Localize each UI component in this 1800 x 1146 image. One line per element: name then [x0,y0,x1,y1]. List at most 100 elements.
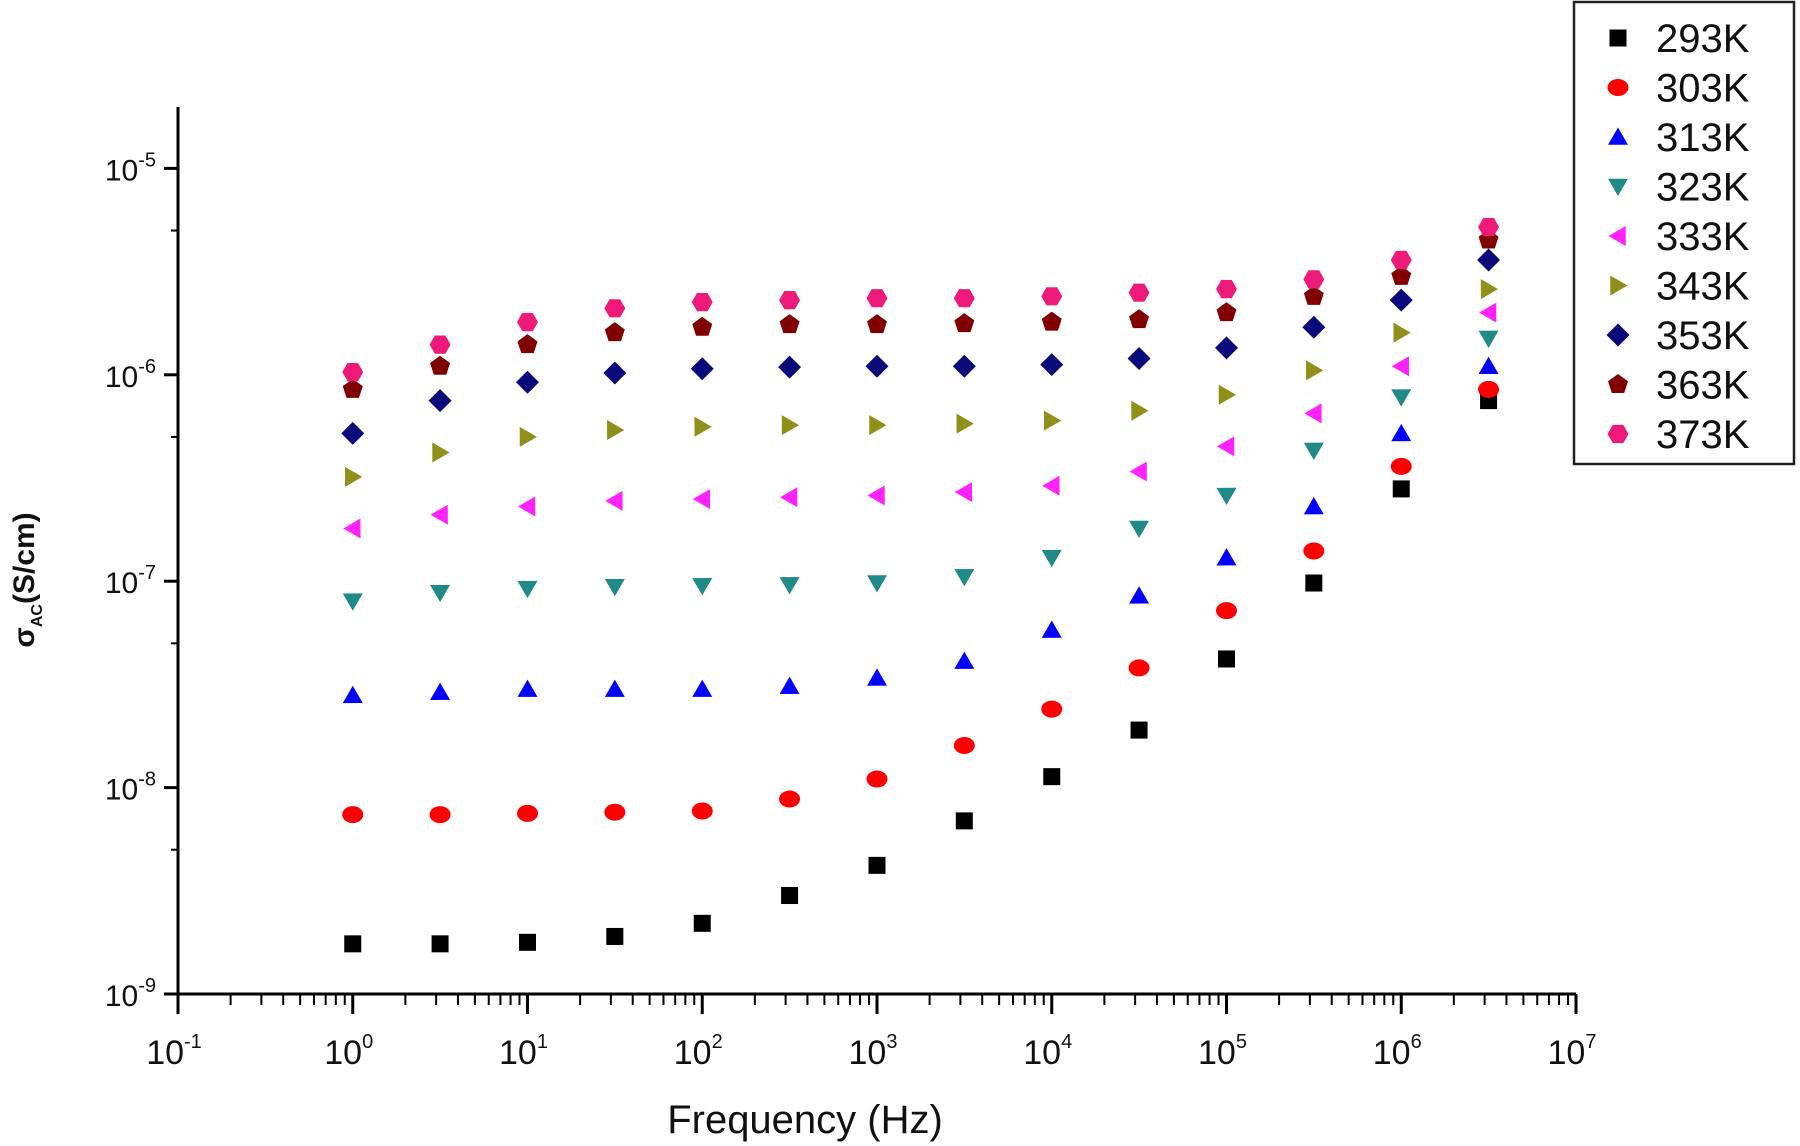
data-point [604,322,625,342]
y-axis-label-subscript: AC [29,604,46,628]
data-point [691,802,713,820]
x-tick-label: 102 [674,1031,723,1072]
data-point [1129,309,1150,329]
x-tick-label: 104 [1023,1031,1072,1072]
legend-label: 363K [1656,364,1750,408]
data-point [1131,400,1149,421]
data-point [1303,270,1325,289]
data-point [869,415,887,436]
data-point [954,482,973,503]
data-point [1218,650,1235,668]
y-axis-label-unit: (S/cm) [8,512,41,604]
data-point [517,580,538,599]
data-point [344,466,363,487]
x-tick-label: 107 [1548,1031,1597,1072]
x-tick-label: 100 [324,1031,373,1072]
data-point [342,363,364,382]
series-363K [342,229,1499,398]
data-point [1392,480,1410,498]
data-point [953,289,975,308]
data-point [867,575,887,593]
series-343K [344,279,1499,487]
data-point [518,496,536,517]
data-point [781,887,799,905]
legend-label: 323K [1656,166,1750,210]
legend-marker [1609,29,1627,47]
data-point [1303,497,1324,515]
data-point [1389,288,1413,312]
data-point [780,487,798,508]
data-point [1041,700,1063,718]
data-point [603,361,627,385]
data-point [1216,548,1237,566]
data-point [1041,311,1062,331]
data-point [690,357,714,381]
y-tick-label: 10-6 [105,356,156,394]
data-point [519,933,536,951]
legend-marker [1608,178,1628,196]
data-point [1128,659,1150,677]
data-point [1042,475,1060,496]
data-point [691,293,713,312]
data-point [1391,423,1412,442]
data-point [953,736,975,754]
data-point [1304,403,1322,424]
data-point [1040,353,1064,377]
data-point [868,856,886,874]
data-point [517,679,538,697]
data-point [430,504,448,525]
legend-label: 313K [1656,116,1750,160]
legend-marker [1606,323,1630,347]
y-tick-label: 10-7 [105,562,156,600]
data-point [1478,356,1499,375]
data-point [1128,283,1150,302]
data-point [692,316,713,336]
data-point [342,806,364,824]
data-point [607,420,625,441]
data-point [867,485,885,506]
data-point [779,314,800,334]
data-point [343,518,361,539]
data-point [1303,285,1324,305]
data-point [692,679,713,697]
data-point [955,812,973,830]
data-point [516,370,539,394]
y-axis-label: σAC(S/cm) [8,512,46,647]
y-tick-label: 10-8 [105,769,156,807]
data-point [694,416,712,437]
data-point [430,355,451,375]
data-point [1303,442,1324,460]
data-point [517,334,538,354]
x-axis-label: Frequency (Hz) [667,1098,943,1142]
axes: 10-1 100 101 102 103 104 105 106 107 10-9 10-8 10-7… [105,107,1597,1072]
data-point [779,291,801,310]
svg-text:σAC(S/cm): σAC(S/cm) [8,512,46,647]
legend-marker [1610,275,1628,296]
x-tick-label: 10-1 [146,1031,202,1072]
data-point [605,490,623,511]
data-point [606,927,624,945]
x-tick-label: 105 [1198,1031,1247,1072]
series-323K [342,330,1499,611]
data-point [1216,302,1237,322]
data-point [342,378,363,398]
data-point [954,651,975,669]
data-point [779,676,800,694]
data-marks [341,217,1501,953]
data-point [952,354,976,378]
data-point [1217,436,1235,457]
data-point [1129,586,1150,604]
data-point [867,314,887,334]
data-point [1479,302,1497,323]
data-point [1306,360,1324,381]
data-point [344,935,362,953]
y-tick-label: 10-9 [105,975,156,1013]
y-axis-label-symbol: σ [8,627,41,648]
data-point [781,415,800,436]
data-point [1478,380,1500,398]
data-point [1216,602,1237,620]
data-point [1215,336,1238,360]
legend-marker [1608,127,1628,145]
data-point [1302,315,1326,339]
